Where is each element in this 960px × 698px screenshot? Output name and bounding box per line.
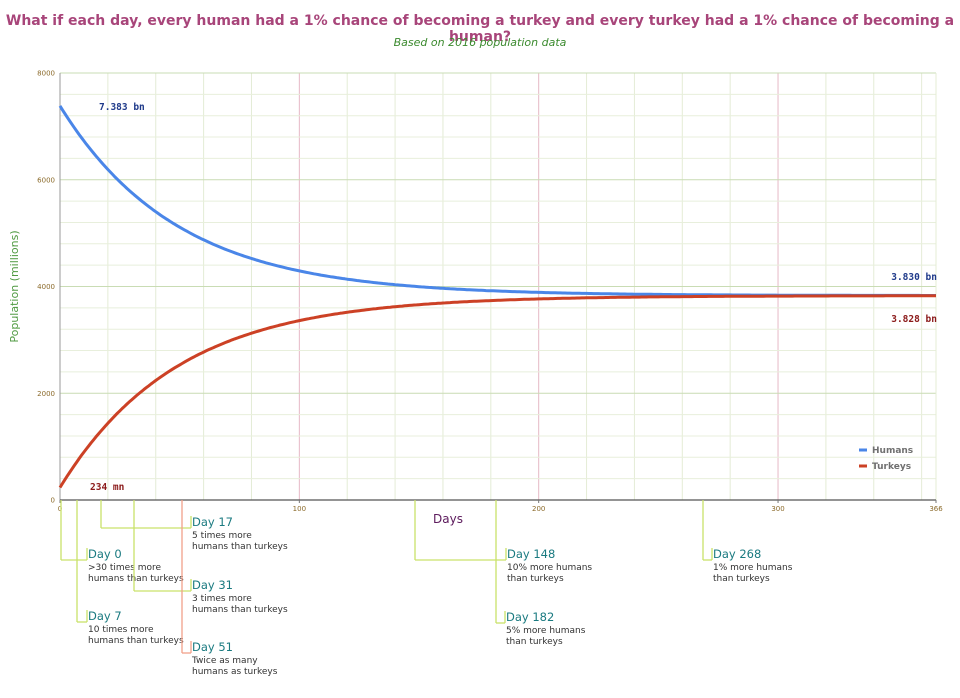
annotation-desc-line: 10 times more	[88, 625, 154, 635]
turkeys-end-label: 3.828 bn	[891, 314, 937, 325]
annotation-desc-line: humans than turkeys	[192, 605, 288, 615]
x-tick-label: 200	[532, 505, 545, 513]
chart-subtitle: Based on 2016 population data	[393, 36, 567, 49]
annotation-day-label: Day 268	[713, 547, 761, 561]
annotation-desc-line: 10% more humans	[507, 563, 592, 573]
annotation-desc-line: than turkeys	[713, 574, 770, 584]
chart-legend: Humans Turkeys	[859, 446, 913, 472]
annotation-desc-line: 5% more humans	[506, 626, 586, 636]
annotation-desc-line: >30 times more	[88, 563, 162, 573]
x-tick-label: 0	[58, 505, 62, 513]
annotation-day-label: Day 17	[192, 515, 233, 529]
y-tick-label: 4000	[37, 283, 55, 291]
annotation-day-label: Day 0	[88, 547, 122, 561]
annotation-desc-line: humans than turkeys	[192, 542, 288, 552]
annotation-desc-line: than turkeys	[506, 637, 563, 647]
annotation-day-label: Day 51	[192, 640, 233, 654]
annotation-desc-line: 5 times more	[192, 531, 252, 541]
annotation-day-label: Day 7	[88, 609, 122, 623]
turkeys-start-label: 234 mn	[90, 482, 124, 493]
y-tick-label: 8000	[37, 70, 55, 78]
chart-series	[58, 105, 936, 489]
annotation-desc-line: humans than turkeys	[88, 636, 184, 646]
x-tick-label: 300	[771, 505, 784, 513]
annotation-desc-line: 1% more humans	[713, 563, 793, 573]
annotation-day-label: Day 148	[507, 547, 555, 561]
y-axis-label: Population (millions)	[8, 230, 21, 342]
x-tick-label: 366	[929, 505, 943, 513]
chart-title: What if each day, every human had a 1% c…	[5, 13, 955, 45]
chart-labels: 7.383 bn 3.830 bn 234 mn 3.828 bn	[90, 102, 937, 493]
y-tick-label: 6000	[37, 176, 55, 184]
chart-axes: 0 2000 4000 6000 8000 0 100 200 300 366 Population…	[8, 70, 943, 527]
legend-label-turkeys: Turkeys	[872, 462, 911, 472]
humans-start-label: 7.383 bn	[99, 102, 145, 113]
annotation-day-label: Day 182	[506, 610, 554, 624]
annotation-desc-line: humans as turkeys	[192, 667, 278, 677]
y-tick-label: 2000	[37, 390, 55, 398]
annotation-day-label: Day 31	[192, 578, 233, 592]
x-axis-label: Days	[433, 512, 463, 526]
turkeys-series-line	[58, 294, 936, 489]
chart-grid	[60, 72, 937, 500]
x-tick-label: 100	[293, 505, 306, 513]
annotation-desc-line: than turkeys	[507, 574, 564, 584]
annotation-desc-line: 3 times more	[192, 594, 252, 604]
y-tick-label: 0	[51, 497, 55, 505]
annotation-desc-line: Twice as many	[191, 656, 258, 666]
humans-end-label: 3.830 bn	[891, 272, 937, 283]
annotation-desc-line: humans than turkeys	[88, 574, 184, 584]
legend-label-humans: Humans	[872, 446, 913, 456]
